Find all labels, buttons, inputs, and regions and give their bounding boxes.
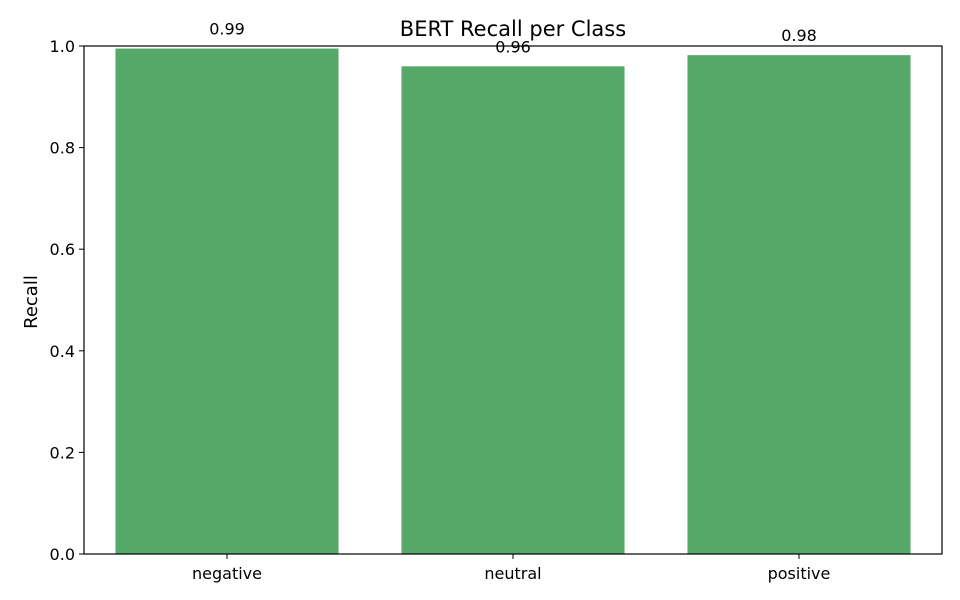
data-label-negative: 0.99 xyxy=(209,20,245,39)
y-tick-label: 0.6 xyxy=(50,240,75,259)
y-tick-label: 1.0 xyxy=(50,37,75,56)
x-axis: negative neutral positive xyxy=(192,554,830,583)
bar-positive xyxy=(687,55,911,554)
x-tick-label-positive: positive xyxy=(768,564,831,583)
plot-frame xyxy=(83,45,943,555)
y-axis-label: Recall xyxy=(21,275,42,329)
x-tick-label-neutral: neutral xyxy=(484,564,541,583)
y-tick-label: 0.4 xyxy=(50,342,75,361)
data-label-neutral: 0.96 xyxy=(495,37,531,56)
x-tick-label-negative: negative xyxy=(192,564,262,583)
chart-title: BERT Recall per Class xyxy=(400,17,626,41)
bar-neutral xyxy=(401,66,625,554)
bar-negative xyxy=(115,48,339,554)
y-tick-label: 0.0 xyxy=(50,545,75,564)
data-label-positive: 0.98 xyxy=(781,26,817,45)
y-tick-label: 0.8 xyxy=(50,139,75,158)
y-axis: 0.0 0.2 0.4 0.6 0.8 1.0 xyxy=(50,37,84,564)
plot-area: 0.99 0.96 0.98 xyxy=(115,20,911,554)
y-tick-label: 0.2 xyxy=(50,443,75,462)
